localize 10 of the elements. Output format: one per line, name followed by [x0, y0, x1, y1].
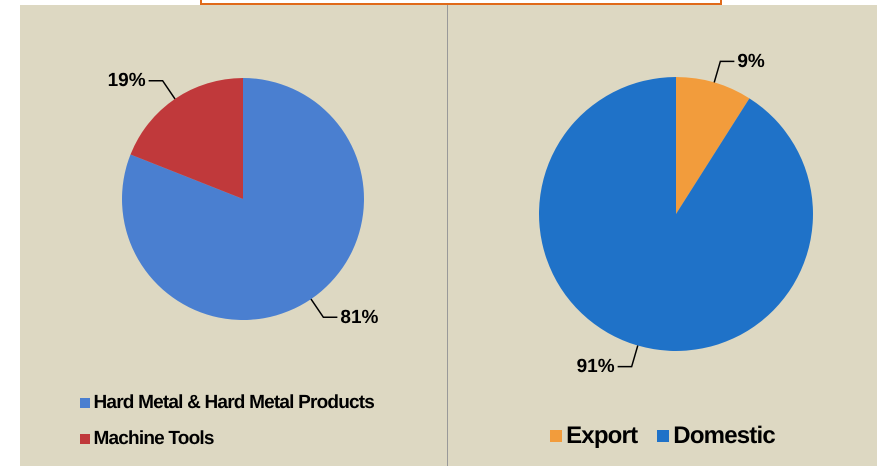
data-label: 91% — [576, 356, 615, 378]
legend-label: Domestic — [673, 422, 775, 450]
pie-slice — [539, 77, 813, 351]
data-label: 9% — [737, 50, 765, 72]
legend-label: Export — [566, 422, 638, 450]
legend-label: Hard Metal & Hard Metal Products — [94, 392, 374, 414]
data-label: 19% — [108, 70, 146, 92]
data-label: 81% — [340, 306, 379, 328]
legend-label: Machine Tools — [94, 428, 214, 450]
pie-slice — [676, 77, 750, 214]
